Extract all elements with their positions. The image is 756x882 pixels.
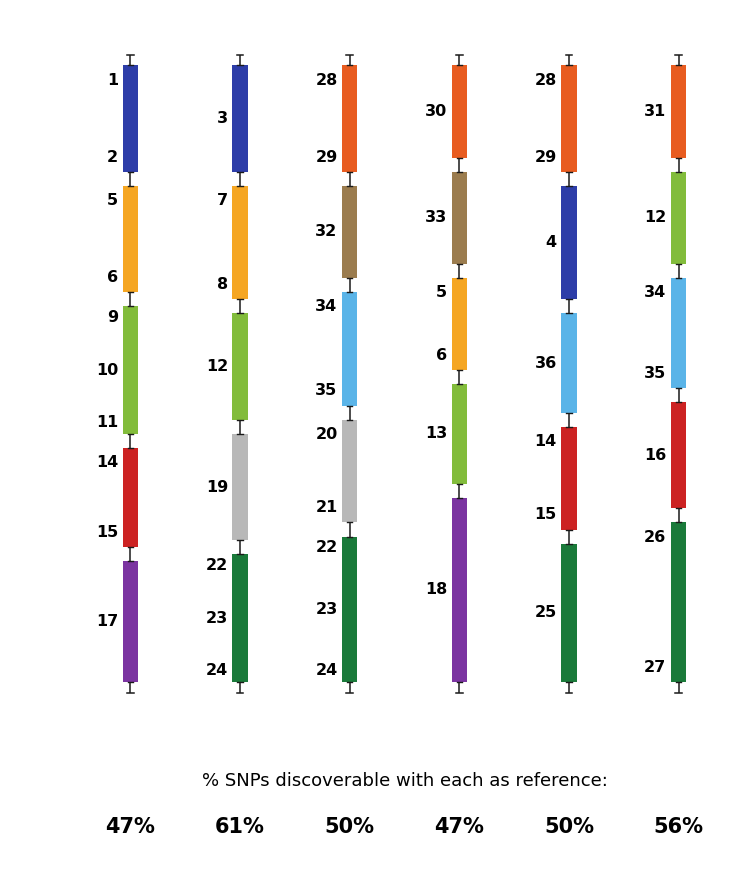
Text: 6: 6 — [436, 348, 448, 363]
Bar — [671, 402, 686, 508]
Bar — [451, 497, 467, 682]
Text: 8: 8 — [217, 277, 228, 292]
Text: 30: 30 — [425, 104, 448, 119]
Text: 22: 22 — [315, 540, 338, 555]
Bar — [232, 313, 248, 420]
Text: 1: 1 — [107, 72, 119, 87]
Bar — [122, 306, 138, 434]
Bar — [671, 278, 686, 388]
Text: 12: 12 — [644, 210, 667, 225]
Text: 35: 35 — [644, 366, 667, 381]
Bar — [451, 385, 467, 483]
Text: 17: 17 — [96, 614, 119, 629]
Text: 36: 36 — [534, 355, 557, 370]
Text: 24: 24 — [206, 663, 228, 678]
Text: 50%: 50% — [544, 817, 594, 837]
Text: 13: 13 — [425, 426, 448, 441]
Bar — [342, 186, 358, 278]
Bar — [122, 65, 138, 172]
Bar — [342, 536, 358, 682]
Text: 23: 23 — [315, 602, 338, 617]
Text: % SNPs discoverable with each as reference:: % SNPs discoverable with each as referen… — [202, 772, 607, 790]
Text: 47%: 47% — [435, 817, 484, 837]
Bar — [561, 65, 577, 172]
Text: 26: 26 — [644, 529, 667, 544]
Text: 9: 9 — [107, 310, 119, 325]
Text: 50%: 50% — [324, 817, 375, 837]
Text: 61%: 61% — [215, 817, 265, 837]
Text: 3: 3 — [217, 111, 228, 126]
Text: 5: 5 — [436, 285, 448, 300]
Bar — [342, 292, 358, 406]
Text: 14: 14 — [96, 455, 119, 470]
Text: 22: 22 — [206, 558, 228, 573]
Text: 7: 7 — [217, 193, 228, 208]
Text: 29: 29 — [534, 150, 557, 165]
Text: 2: 2 — [107, 150, 119, 165]
Text: 5: 5 — [107, 193, 119, 208]
Bar — [451, 278, 467, 370]
Text: 34: 34 — [644, 285, 667, 300]
Bar — [342, 65, 358, 172]
Text: 21: 21 — [315, 500, 338, 515]
Text: 28: 28 — [315, 72, 338, 87]
Bar — [671, 65, 686, 158]
Bar — [232, 186, 248, 299]
Text: 11: 11 — [96, 415, 119, 430]
Text: 56%: 56% — [653, 817, 704, 837]
Bar — [342, 420, 358, 522]
Text: 10: 10 — [96, 363, 119, 377]
Text: 15: 15 — [534, 507, 557, 522]
Text: 18: 18 — [425, 582, 448, 597]
Bar — [122, 562, 138, 682]
Bar — [232, 434, 248, 540]
Bar — [561, 313, 577, 413]
Text: 19: 19 — [206, 480, 228, 495]
Text: 16: 16 — [644, 448, 667, 463]
Text: 33: 33 — [425, 210, 448, 225]
Bar — [232, 65, 248, 172]
Text: 27: 27 — [644, 660, 667, 675]
Text: 32: 32 — [315, 225, 338, 240]
Text: 24: 24 — [315, 663, 338, 678]
Text: 34: 34 — [315, 299, 338, 314]
Bar — [451, 172, 467, 264]
Text: 15: 15 — [96, 525, 119, 540]
Text: 20: 20 — [315, 427, 338, 442]
Text: 31: 31 — [644, 104, 667, 119]
Text: 23: 23 — [206, 610, 228, 625]
Bar — [561, 543, 577, 682]
Text: 47%: 47% — [106, 817, 155, 837]
Bar — [561, 427, 577, 529]
Text: 6: 6 — [107, 270, 119, 285]
Bar — [232, 555, 248, 682]
Text: 28: 28 — [534, 72, 557, 87]
Text: 12: 12 — [206, 359, 228, 374]
Bar — [671, 172, 686, 264]
Text: 29: 29 — [315, 150, 338, 165]
Text: 4: 4 — [546, 235, 557, 250]
Text: 25: 25 — [534, 605, 557, 620]
Text: 14: 14 — [534, 434, 557, 449]
Bar — [122, 186, 138, 292]
Text: 35: 35 — [315, 384, 338, 399]
Bar — [561, 186, 577, 299]
Bar — [122, 448, 138, 547]
Bar — [451, 65, 467, 158]
Bar — [671, 522, 686, 682]
